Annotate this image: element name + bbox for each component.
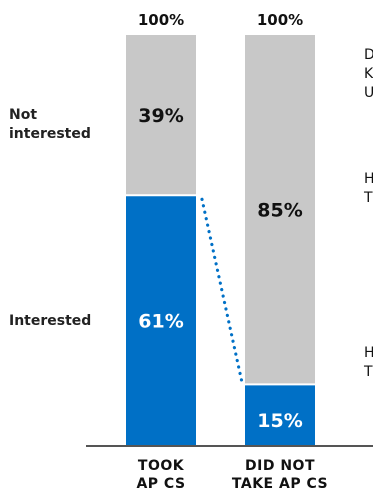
category-label-2-line-2: TAKE AP CS [232, 476, 328, 492]
bar-interested-1 [126, 195, 196, 446]
series-label-not-interested-line-2: interested [9, 126, 91, 142]
series-label-interested-line-1: Interested [9, 313, 91, 329]
data-label-not-interested-2: 85% [257, 200, 302, 222]
category-label-1-line-1: TOOK [138, 458, 185, 474]
dotted-connector-line [200, 197, 244, 384]
right-note-1-line-2: K [364, 66, 373, 82]
total-label-1: 100% [138, 11, 184, 29]
right-note-2-line-2: T [363, 190, 373, 206]
data-label-interested-1: 61% [138, 311, 183, 333]
series-label-not-interested-line-1: Not [9, 107, 37, 123]
right-note-3-line-1: H [364, 345, 373, 361]
right-note-1-line-3: U [364, 85, 373, 101]
connector-group [200, 197, 244, 384]
labels-group: 61% 39% 100% TOOK AP CS 15% 85% 100% DID NOT TAKE… [9, 11, 373, 492]
bars-group [126, 35, 315, 446]
bar-not-interested-1 [126, 35, 196, 196]
bar-interested-2 [245, 384, 315, 446]
category-label-1-line-2: AP CS [136, 476, 185, 492]
right-note-3-line-2: T [363, 364, 373, 380]
category-label-2-line-1: DID NOT [245, 458, 315, 474]
data-label-interested-2: 15% [257, 410, 302, 432]
total-label-2: 100% [257, 11, 303, 29]
right-note-2-line-1: H [364, 171, 373, 187]
bar-not-interested-2 [245, 35, 315, 385]
right-note-1-line-1: D [364, 47, 373, 63]
data-label-not-interested-1: 39% [138, 105, 183, 127]
